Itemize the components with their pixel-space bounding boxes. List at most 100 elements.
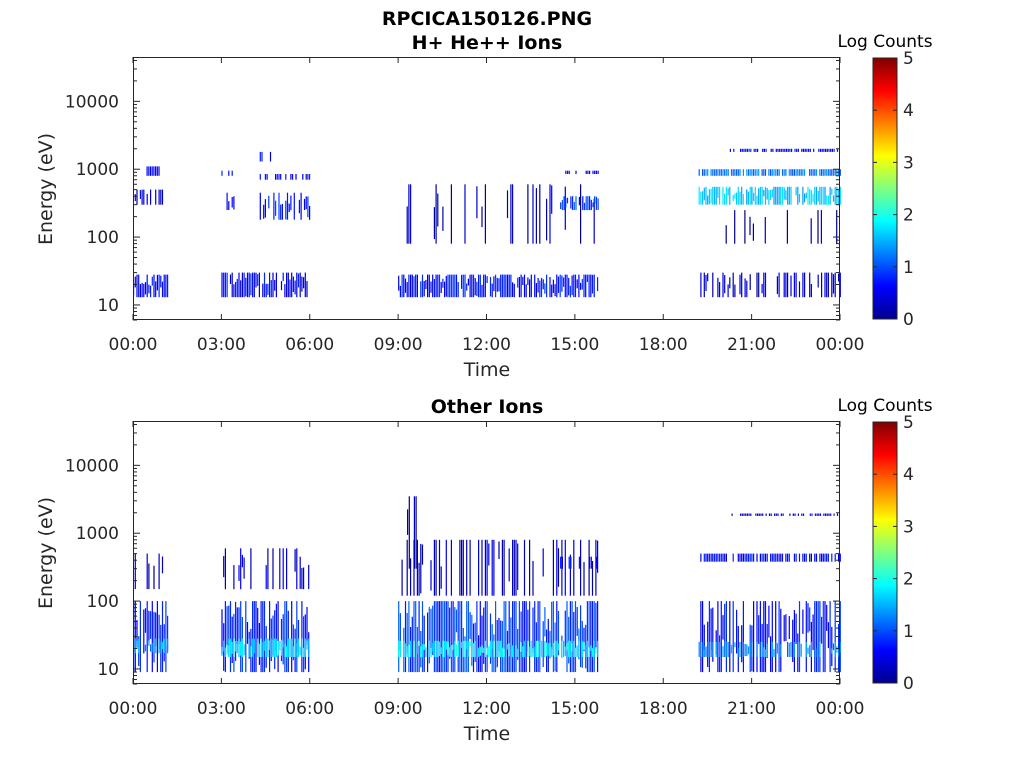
count-cell bbox=[792, 169, 794, 176]
colorbar-tick-label: 1 bbox=[903, 258, 914, 278]
count-cell bbox=[707, 169, 709, 176]
count-cell bbox=[539, 640, 541, 657]
count-cell bbox=[153, 565, 155, 590]
count-cell bbox=[461, 642, 463, 648]
count-cell bbox=[761, 283, 763, 294]
count-cell bbox=[408, 184, 410, 244]
count-cell bbox=[780, 644, 782, 657]
count-cell bbox=[773, 169, 775, 176]
count-cell bbox=[793, 272, 795, 298]
colorbar-tick-label: 3 bbox=[903, 153, 914, 173]
count-cell bbox=[408, 496, 410, 569]
count-cell bbox=[734, 193, 736, 199]
count-cell bbox=[707, 553, 709, 562]
count-cell bbox=[770, 553, 772, 562]
count-cell bbox=[785, 272, 787, 298]
count-cell bbox=[495, 274, 497, 298]
count-cell bbox=[407, 509, 409, 535]
count-cell bbox=[478, 539, 480, 596]
count-cell bbox=[818, 148, 820, 152]
count-cell bbox=[287, 638, 289, 657]
count-cell bbox=[445, 601, 447, 673]
count-cell bbox=[557, 276, 560, 293]
count-cell bbox=[712, 607, 714, 662]
colorbar-label: Log Counts bbox=[837, 32, 932, 52]
count-cell bbox=[809, 272, 811, 298]
count-cell bbox=[501, 620, 503, 673]
count-cell bbox=[772, 148, 774, 152]
count-cell bbox=[269, 640, 271, 651]
y-tick-label: 1000 bbox=[76, 524, 119, 544]
count-cell bbox=[486, 601, 488, 673]
count-cell bbox=[732, 272, 734, 298]
count-cell bbox=[535, 188, 537, 244]
count-cell bbox=[774, 513, 776, 516]
count-cell bbox=[143, 189, 145, 205]
count-cell bbox=[231, 272, 233, 298]
x-axis: 00:00 03:00 06:00 09:00 12:00 15:00 18:00 21:00… bbox=[109, 421, 865, 719]
x-tick-label: 15:00 bbox=[550, 699, 599, 719]
count-cell bbox=[814, 513, 816, 516]
count-cell bbox=[744, 643, 746, 657]
count-cell bbox=[278, 174, 280, 180]
count-cell bbox=[797, 513, 799, 516]
count-cell bbox=[712, 169, 714, 176]
count-cell bbox=[155, 189, 157, 205]
count-cell bbox=[788, 186, 790, 205]
count-cell bbox=[798, 169, 801, 176]
count-cell bbox=[265, 565, 267, 590]
y-axis: 10 100 1000 10000 bbox=[65, 423, 840, 685]
count-cell bbox=[703, 553, 705, 562]
count-cell bbox=[770, 636, 772, 672]
count-cell bbox=[432, 643, 434, 652]
count-cell bbox=[795, 613, 797, 644]
count-cell bbox=[508, 601, 510, 673]
x-tick-label: 00:00 bbox=[816, 699, 865, 719]
count-cell bbox=[821, 186, 823, 205]
count-cell bbox=[817, 210, 819, 244]
count-cell bbox=[734, 284, 736, 298]
count-cell bbox=[306, 281, 308, 298]
count-cell bbox=[306, 640, 308, 650]
count-cell bbox=[241, 638, 243, 657]
count-cell bbox=[139, 284, 141, 298]
count-cell bbox=[226, 606, 228, 654]
count-cell bbox=[575, 196, 577, 211]
count-cell bbox=[423, 281, 425, 297]
count-cell bbox=[141, 282, 143, 298]
count-cell bbox=[556, 640, 558, 657]
count-cell bbox=[534, 601, 536, 673]
count-cell bbox=[713, 186, 716, 205]
count-cell bbox=[741, 272, 743, 298]
count-cell bbox=[722, 615, 724, 640]
count-cell bbox=[710, 641, 712, 657]
count-cell bbox=[294, 549, 296, 572]
count-cell bbox=[564, 274, 566, 298]
count-cell bbox=[493, 640, 495, 657]
count-cell bbox=[764, 186, 767, 205]
count-cell bbox=[148, 563, 150, 590]
count-cell bbox=[454, 274, 456, 298]
count-cell bbox=[226, 644, 228, 655]
count-cell bbox=[783, 272, 785, 298]
count-cell bbox=[739, 191, 741, 205]
count-cell bbox=[792, 619, 794, 662]
count-cell bbox=[556, 274, 558, 298]
count-cell bbox=[273, 192, 275, 220]
count-cell bbox=[780, 148, 782, 152]
count-cell bbox=[522, 601, 524, 673]
count-cell bbox=[282, 548, 284, 590]
count-cell bbox=[595, 602, 597, 649]
count-cell bbox=[552, 642, 554, 656]
count-cell bbox=[583, 202, 586, 211]
count-cell bbox=[727, 188, 729, 196]
count-cell bbox=[445, 275, 447, 297]
count-cell bbox=[838, 273, 840, 282]
count-cell bbox=[440, 601, 442, 673]
count-cell bbox=[817, 643, 819, 655]
count-cell bbox=[411, 274, 413, 298]
count-cell bbox=[825, 148, 827, 152]
count-cell bbox=[527, 640, 529, 657]
count-cell bbox=[746, 280, 748, 298]
count-cell bbox=[235, 601, 237, 661]
